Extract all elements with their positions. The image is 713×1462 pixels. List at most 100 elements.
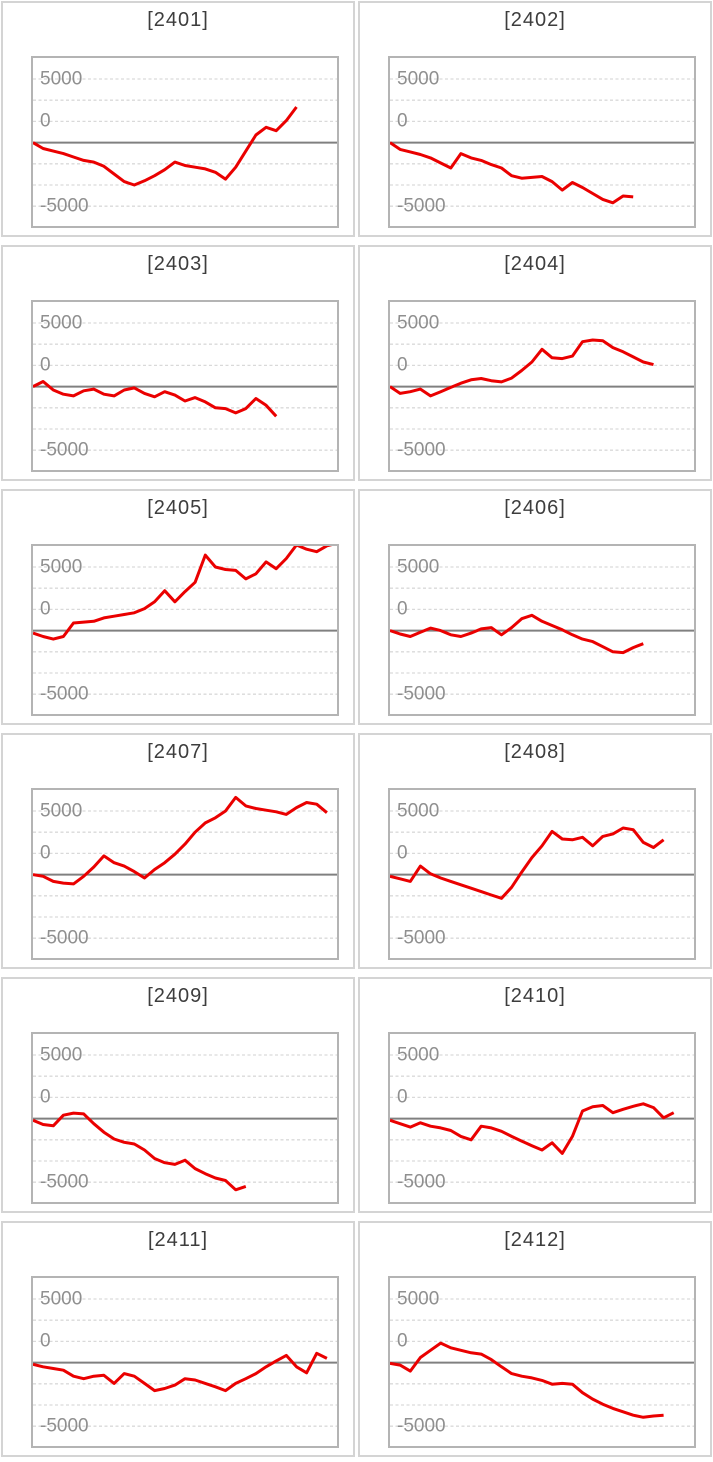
y-axis-label-5000: 5000 bbox=[40, 800, 83, 822]
plot-area: 5000 0 -5000 bbox=[388, 56, 696, 228]
y-axis-label-5000: 5000 bbox=[397, 68, 440, 90]
data-series-line bbox=[33, 1351, 328, 1393]
plot-area: 5000 0 -5000 bbox=[31, 1032, 339, 1204]
chart-title: [2404] bbox=[504, 253, 566, 275]
chart-title: [2405] bbox=[147, 497, 209, 519]
data-series-line bbox=[33, 106, 298, 187]
y-axis-label-minus5000: -5000 bbox=[397, 683, 446, 705]
plot-area: 5000 0 -5000 bbox=[31, 788, 339, 960]
y-axis-label-0: 0 bbox=[397, 598, 408, 620]
chart-panel: [2403] 5000 0 -5000 bbox=[1, 245, 355, 481]
y-axis-label-5000: 5000 bbox=[397, 1044, 440, 1066]
y-axis-label-0: 0 bbox=[40, 354, 51, 376]
line-chart-svg bbox=[390, 1298, 694, 1427]
chart-title: [2406] bbox=[504, 497, 566, 519]
y-axis-label-minus5000: -5000 bbox=[397, 1171, 446, 1193]
y-axis-label-5000: 5000 bbox=[397, 800, 440, 822]
data-series-line bbox=[33, 1111, 247, 1192]
gridlines bbox=[33, 78, 337, 207]
gridlines bbox=[33, 1054, 337, 1183]
data-series-line bbox=[33, 795, 328, 886]
data-series-line bbox=[390, 1102, 675, 1155]
data-series-line bbox=[390, 141, 634, 205]
chart-panel: [2411] 5000 0 -5000 bbox=[1, 1221, 355, 1457]
plot-area: 5000 0 -5000 bbox=[31, 300, 339, 472]
plot-area: 5000 0 -5000 bbox=[31, 1276, 339, 1448]
y-axis-label-minus5000: -5000 bbox=[40, 1415, 89, 1437]
y-axis-label-5000: 5000 bbox=[40, 1044, 83, 1066]
chart-panel: [2409] 5000 0 -5000 bbox=[1, 977, 355, 1213]
chart-panel: [2405] 5000 0 -5000 bbox=[1, 489, 355, 725]
gridlines bbox=[390, 78, 694, 207]
y-axis-label-5000: 5000 bbox=[40, 556, 83, 578]
gridlines bbox=[33, 810, 337, 939]
y-axis-label-minus5000: -5000 bbox=[40, 927, 89, 949]
chart-title: [2401] bbox=[147, 9, 209, 31]
chart-title: [2407] bbox=[147, 741, 209, 763]
line-chart-svg bbox=[33, 322, 337, 451]
chart-panel: [2408] 5000 0 -5000 bbox=[358, 733, 712, 969]
data-series-line bbox=[390, 826, 665, 900]
y-axis-label-5000: 5000 bbox=[40, 68, 83, 90]
line-chart-svg bbox=[390, 810, 694, 939]
y-axis-label-0: 0 bbox=[40, 110, 51, 132]
gridlines bbox=[390, 810, 694, 939]
y-axis-label-0: 0 bbox=[397, 354, 408, 376]
line-chart-svg bbox=[33, 1054, 337, 1192]
line-chart-svg bbox=[390, 1054, 694, 1183]
y-axis-label-0: 0 bbox=[40, 842, 51, 864]
line-chart-svg bbox=[390, 566, 694, 695]
y-axis-label-minus5000: -5000 bbox=[397, 1415, 446, 1437]
chart-panel: [2407] 5000 0 -5000 bbox=[1, 733, 355, 969]
y-axis-label-5000: 5000 bbox=[40, 312, 83, 334]
plot-area: 5000 0 -5000 bbox=[388, 1032, 696, 1204]
chart-panel: [2412] 5000 0 -5000 bbox=[358, 1221, 712, 1457]
gridlines bbox=[33, 1298, 337, 1427]
y-axis-label-minus5000: -5000 bbox=[397, 927, 446, 949]
chart-title: [2409] bbox=[147, 985, 209, 1007]
y-axis-label-minus5000: -5000 bbox=[40, 439, 89, 461]
gridlines bbox=[33, 322, 337, 451]
plot-area: 5000 0 -5000 bbox=[388, 544, 696, 716]
y-axis-label-5000: 5000 bbox=[397, 1288, 440, 1310]
y-axis-label-0: 0 bbox=[40, 1086, 51, 1108]
chart-title: [2402] bbox=[504, 9, 566, 31]
gridlines bbox=[390, 1298, 694, 1427]
chart-title: [2408] bbox=[504, 741, 566, 763]
y-axis-label-0: 0 bbox=[397, 1330, 408, 1352]
chart-panel: [2406] 5000 0 -5000 bbox=[358, 489, 712, 725]
gridlines bbox=[33, 566, 337, 695]
plot-area: 5000 0 -5000 bbox=[31, 544, 339, 716]
line-chart-svg bbox=[33, 795, 337, 939]
y-axis-label-5000: 5000 bbox=[40, 1288, 83, 1310]
data-series-line bbox=[390, 338, 654, 398]
line-chart-svg bbox=[33, 546, 337, 695]
chart-title: [2412] bbox=[504, 1229, 566, 1251]
y-axis-label-minus5000: -5000 bbox=[397, 439, 446, 461]
chart-title: [2410] bbox=[504, 985, 566, 1007]
data-series-line bbox=[390, 1341, 664, 1419]
y-axis-label-0: 0 bbox=[40, 598, 51, 620]
chart-panel: [2404] 5000 0 -5000 bbox=[358, 245, 712, 481]
y-axis-label-0: 0 bbox=[40, 1330, 51, 1352]
y-axis-label-minus5000: -5000 bbox=[40, 195, 89, 217]
chart-title: [2403] bbox=[147, 253, 209, 275]
y-axis-label-0: 0 bbox=[397, 842, 408, 864]
plot-area: 5000 0 -5000 bbox=[388, 300, 696, 472]
data-series-line bbox=[33, 380, 278, 418]
y-axis-label-minus5000: -5000 bbox=[397, 195, 446, 217]
chart-panel: [2401] 5000 0 -5000 bbox=[1, 1, 355, 237]
plot-area: 5000 0 -5000 bbox=[388, 1276, 696, 1448]
y-axis-label-5000: 5000 bbox=[397, 556, 440, 578]
plot-area: 5000 0 -5000 bbox=[31, 56, 339, 228]
plot-area: 5000 0 -5000 bbox=[388, 788, 696, 960]
line-chart-svg bbox=[33, 1298, 337, 1427]
y-axis-label-0: 0 bbox=[397, 110, 408, 132]
chart-panel: [2410] 5000 0 -5000 bbox=[358, 977, 712, 1213]
chart-title: [2411] bbox=[147, 1229, 209, 1251]
gridlines bbox=[390, 322, 694, 451]
y-axis-label-0: 0 bbox=[397, 1086, 408, 1108]
gridlines bbox=[390, 1054, 694, 1183]
line-chart-svg bbox=[390, 78, 694, 207]
